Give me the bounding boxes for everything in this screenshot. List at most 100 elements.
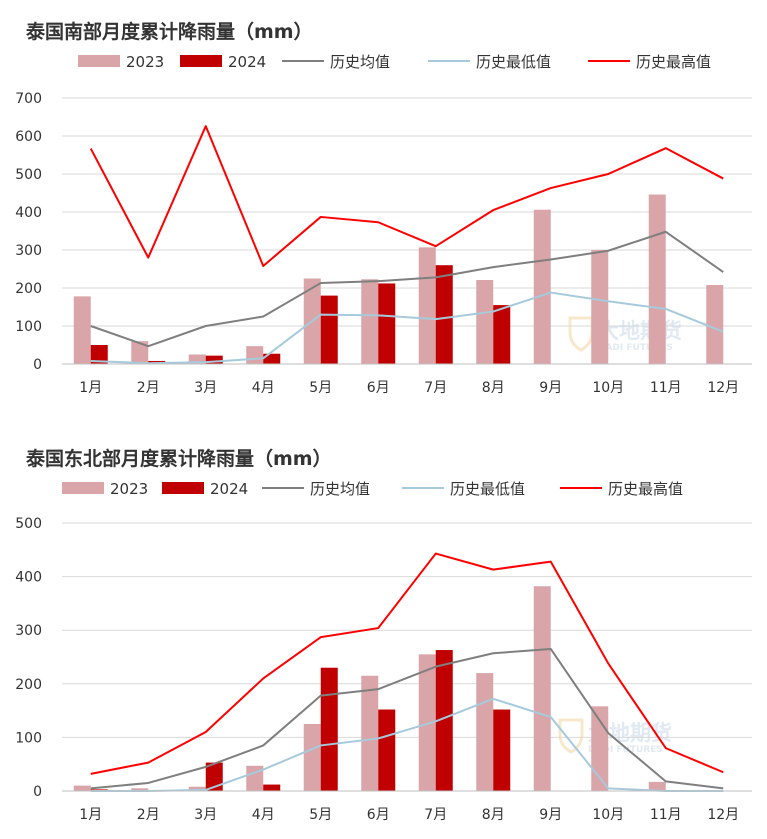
- y-tick-label: 600: [15, 129, 42, 145]
- legend-label: 历史均值: [310, 480, 370, 498]
- y-tick-label: 100: [15, 319, 42, 335]
- axes: 0 100 200 300 400 500 1月 2月 3月 4月 5月 6月 7月 8月 9月 10月 11月…: [15, 516, 752, 823]
- legend-swatch: [180, 55, 222, 67]
- line-历史最高值: [90, 552, 724, 775]
- y-tick-label: 200: [15, 281, 42, 297]
- bar-2024-3: [263, 353, 281, 364]
- watermark-sub-text: DADI FUTURES: [588, 745, 663, 755]
- y-tick-label: 300: [15, 623, 42, 639]
- shield-logo-icon: [558, 718, 584, 754]
- x-tick-label: 1月: [79, 807, 102, 823]
- legend-item: 2023: [78, 53, 164, 71]
- line-历史最高值: [89, 125, 724, 267]
- legend: 2023 2024 历史均值 历史最低值 历史最高值: [62, 480, 683, 498]
- x-tick-label: 6月: [367, 380, 390, 396]
- y-tick-label: 100: [15, 730, 42, 746]
- lines: [89, 125, 724, 365]
- bar-2024-2: [205, 762, 223, 791]
- bar-2023-2: [188, 786, 206, 791]
- legend-label: 历史最低值: [450, 480, 525, 498]
- legend-label: 2024: [228, 53, 266, 71]
- axes: 0 100 200 300 400 500 600 700 1月 2月 3月 4月 5月 6月 7月 8月 9月…: [15, 91, 752, 396]
- bar-2023-0: [73, 296, 91, 364]
- bar-2024-0: [90, 345, 108, 364]
- x-tick-label: 1月: [79, 380, 102, 396]
- x-tick-label: 8月: [482, 380, 505, 396]
- bar-2023-8: [533, 209, 551, 364]
- bar-2023-10: [648, 194, 666, 364]
- grid: [62, 522, 752, 738]
- bar-2024-5: [378, 283, 396, 364]
- legend-swatch: [62, 482, 104, 494]
- shield-shape: [558, 718, 584, 754]
- legend-item: 历史最低值: [402, 480, 525, 498]
- x-tick-label: 11月: [650, 380, 682, 396]
- legend-label: 历史均值: [330, 53, 390, 71]
- x-tick-label: 10月: [592, 807, 624, 823]
- x-tick-label: 11月: [650, 807, 682, 823]
- line-历史最低值: [90, 291, 724, 365]
- bar-2024-7: [493, 305, 511, 364]
- bar-2023-8: [533, 586, 551, 791]
- watermark-text: 大地期货: [598, 319, 682, 343]
- bar-2024-5: [378, 709, 396, 791]
- y-tick-label: 400: [15, 205, 42, 221]
- legend-item: 历史均值: [262, 480, 370, 498]
- x-tick-label: 12月: [707, 380, 739, 396]
- x-tick-label: 12月: [707, 807, 739, 823]
- legend-label: 历史最高值: [636, 53, 711, 71]
- bar-2023-9: [591, 250, 609, 364]
- legend: 2023 2024 历史均值 历史最低值 历史最高值: [78, 53, 711, 71]
- legend-item: 历史均值: [282, 53, 390, 71]
- x-tick-label: 2月: [137, 807, 160, 823]
- bar-2023-3: [246, 346, 264, 364]
- x-tick-label: 3月: [194, 807, 217, 823]
- bar-2023-5: [361, 279, 379, 364]
- y-tick-label: 0: [33, 784, 42, 800]
- x-tick-label: 8月: [482, 807, 505, 823]
- x-tick-label: 4月: [252, 807, 275, 823]
- bar-2024-6: [435, 650, 453, 791]
- bar-2023-1: [131, 341, 149, 364]
- legend-swatch: [162, 482, 204, 494]
- bar-2024-7: [493, 709, 511, 791]
- x-tick-label: 2月: [137, 380, 160, 396]
- shield-shape: [568, 316, 594, 352]
- bar-2023-7: [476, 280, 494, 364]
- y-tick-label: 0: [33, 357, 42, 373]
- legend-label: 2023: [110, 480, 148, 498]
- x-tick-label: 9月: [539, 807, 562, 823]
- bar-2023-0: [73, 785, 91, 791]
- bar-2024-2: [205, 355, 223, 364]
- legend-item: 历史最高值: [560, 480, 683, 498]
- legend-label: 历史最低值: [476, 53, 551, 71]
- x-tick-label: 3月: [194, 380, 217, 396]
- legend-label: 2024: [210, 480, 248, 498]
- bar-2024-4: [320, 295, 338, 364]
- watermark-sub-text: DADI FUTURES: [598, 343, 673, 353]
- bar-2023-4: [303, 724, 321, 791]
- x-tick-label: 9月: [539, 380, 562, 396]
- y-tick-label: 700: [15, 91, 42, 107]
- chart-northeast: 泰国东北部月度累计降雨量（mm） 2023 2024 历史均值 历史最低值 历史最高值 …: [15, 447, 752, 823]
- x-tick-label: 7月: [424, 807, 447, 823]
- lines: [90, 552, 724, 792]
- legend-item: 2024: [162, 480, 248, 498]
- legend-item: 历史最高值: [588, 53, 711, 71]
- bar-2024-4: [320, 667, 338, 791]
- bar-2023-11: [706, 284, 724, 364]
- y-tick-label: 400: [15, 570, 42, 586]
- y-tick-label: 200: [15, 677, 42, 693]
- bar-2023-6: [418, 654, 436, 791]
- bar-2023-2: [188, 354, 206, 364]
- x-tick-label: 10月: [592, 380, 624, 396]
- legend-label: 2023: [126, 53, 164, 71]
- chart-title: 泰国东北部月度累计降雨量（mm）: [25, 447, 332, 470]
- bar-2024-6: [435, 265, 453, 364]
- shield-logo-icon: [568, 316, 594, 352]
- x-tick-label: 6月: [367, 807, 390, 823]
- grid: [62, 97, 752, 327]
- bar-2023-6: [418, 247, 436, 364]
